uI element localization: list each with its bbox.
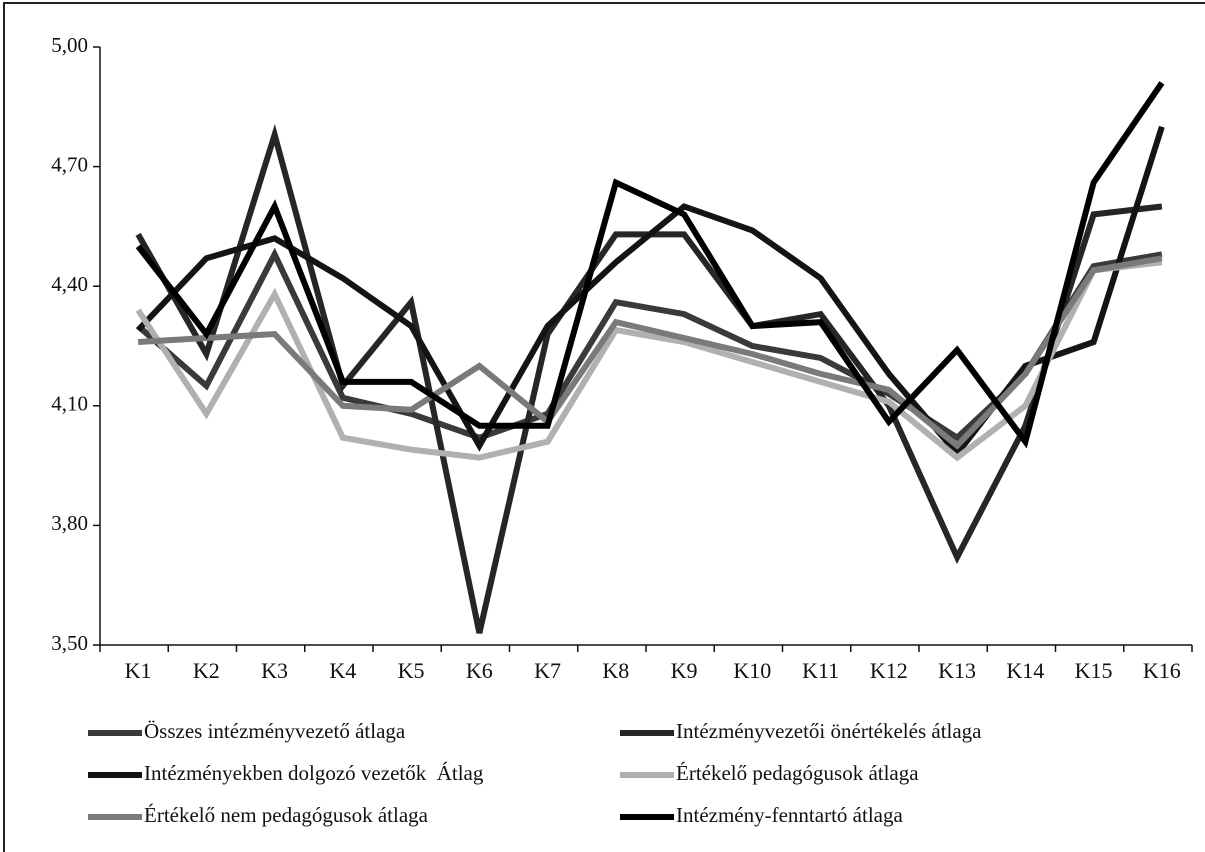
y-tick-label: 4,70 xyxy=(51,152,88,176)
x-tick-label: K15 xyxy=(1075,658,1113,683)
y-tick-label: 3,80 xyxy=(51,511,88,535)
x-tick-label: K10 xyxy=(733,658,771,683)
legend-label: Értékelő pedagógusok átlaga xyxy=(676,761,919,785)
x-tick-label: K5 xyxy=(398,658,425,683)
x-tick-label: K16 xyxy=(1143,658,1181,683)
legend-label: Összes intézményvezető átlaga xyxy=(144,719,406,743)
y-tick-label: 4,10 xyxy=(51,392,88,416)
series-line xyxy=(137,255,1163,450)
legend-label: Intézményvezetői önértékelés átlaga xyxy=(676,719,982,743)
legend-label: Értékelő nem pedagógusok átlaga xyxy=(144,803,429,827)
x-tick-label: K1 xyxy=(125,658,152,683)
y-tick-label: 5,00 xyxy=(51,33,88,57)
x-tick-label: K13 xyxy=(938,658,976,683)
chart-frame xyxy=(3,2,1205,852)
x-tick-label: K3 xyxy=(261,658,288,683)
x-tick-label: K12 xyxy=(870,658,908,683)
x-tick-label: K4 xyxy=(329,658,356,683)
y-tick-label: 3,50 xyxy=(51,631,88,655)
x-tick-label: K14 xyxy=(1006,658,1044,683)
series-line xyxy=(136,247,1163,442)
x-tick-label: K11 xyxy=(802,658,839,683)
legend-label: Intézmény-fenntartó átlaga xyxy=(676,803,903,827)
x-tick-label: K8 xyxy=(602,658,629,683)
legend-label: Intézményekben dolgozó vezetők Átlag xyxy=(144,761,484,785)
x-tick-label: K6 xyxy=(466,658,493,683)
x-tick-label: K9 xyxy=(671,658,698,683)
series-line xyxy=(135,81,1165,449)
x-tick-label: K7 xyxy=(534,658,561,683)
x-tick-label: K2 xyxy=(193,658,220,683)
y-tick-label: 4,40 xyxy=(51,272,88,296)
